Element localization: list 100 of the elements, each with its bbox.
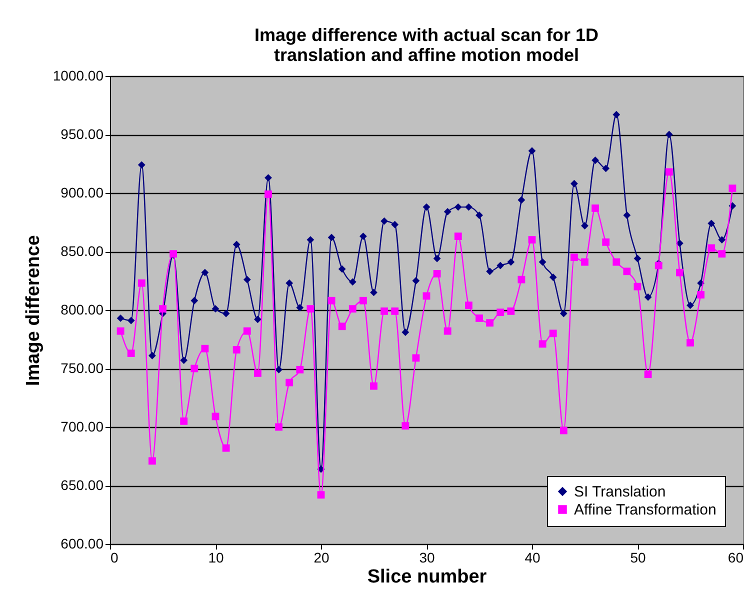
point xyxy=(412,277,420,284)
point xyxy=(254,369,262,377)
x-tick-label: 40 xyxy=(524,550,540,566)
point xyxy=(676,240,684,248)
point xyxy=(328,234,336,242)
point xyxy=(454,203,462,211)
point xyxy=(665,168,673,176)
point xyxy=(612,110,620,118)
point xyxy=(127,350,135,357)
point xyxy=(476,314,483,322)
point xyxy=(570,254,578,262)
point xyxy=(549,274,557,281)
point xyxy=(412,354,420,362)
point xyxy=(538,258,546,266)
point xyxy=(676,268,684,276)
x-tick-label: 30 xyxy=(419,550,435,566)
point xyxy=(570,180,578,188)
x-tick-label: 10 xyxy=(208,550,224,566)
point xyxy=(264,174,272,182)
point xyxy=(380,307,388,315)
point xyxy=(728,184,736,192)
point xyxy=(612,258,620,266)
point xyxy=(644,293,652,301)
point xyxy=(592,204,600,212)
legend-label: Affine Transformation xyxy=(574,502,716,518)
point xyxy=(422,203,430,211)
point xyxy=(190,296,198,304)
point xyxy=(370,382,378,390)
point xyxy=(560,310,568,318)
point xyxy=(507,258,515,266)
point xyxy=(444,208,452,216)
point xyxy=(243,276,251,284)
point xyxy=(296,366,304,374)
point xyxy=(127,316,135,324)
point xyxy=(254,316,262,324)
point xyxy=(180,417,188,425)
point xyxy=(444,327,452,335)
x-tick-label: 50 xyxy=(630,550,646,566)
point xyxy=(718,250,726,258)
y-tick-label: 800.00 xyxy=(60,302,104,318)
point xyxy=(116,314,124,322)
point xyxy=(476,212,483,219)
point xyxy=(718,236,726,244)
y-axis-title: Image difference xyxy=(22,235,44,386)
point xyxy=(138,161,146,169)
point xyxy=(243,327,251,335)
point xyxy=(348,305,356,313)
y-tick-label: 750.00 xyxy=(60,360,104,376)
point xyxy=(464,203,472,211)
point xyxy=(286,279,294,287)
point xyxy=(496,308,504,316)
point xyxy=(528,147,536,155)
point xyxy=(634,282,642,290)
point xyxy=(338,322,346,330)
point xyxy=(275,423,283,431)
y-tick-label: 950.00 xyxy=(60,126,104,142)
point xyxy=(581,258,588,266)
point xyxy=(402,422,410,430)
point xyxy=(665,130,673,138)
point xyxy=(486,319,494,327)
point xyxy=(338,265,346,273)
point xyxy=(402,328,410,336)
point xyxy=(138,279,146,287)
point xyxy=(602,164,610,172)
point xyxy=(528,236,536,244)
point xyxy=(391,307,399,315)
point xyxy=(391,220,399,228)
point xyxy=(296,304,304,312)
point xyxy=(538,340,546,348)
point xyxy=(222,444,230,452)
chart-title: Image difference with actual scan for 1D translation and affine motion model xyxy=(254,25,599,65)
point xyxy=(212,305,220,313)
point xyxy=(496,262,504,270)
point xyxy=(380,217,388,225)
point xyxy=(148,352,156,360)
point xyxy=(370,288,378,296)
point xyxy=(686,339,694,346)
y-tick-label: 650.00 xyxy=(60,477,104,493)
point xyxy=(549,330,557,338)
point xyxy=(708,244,716,252)
point xyxy=(328,296,336,304)
point xyxy=(644,370,652,378)
point xyxy=(623,212,631,219)
point xyxy=(306,305,314,313)
point xyxy=(201,344,209,352)
x-tick-label: 20 xyxy=(314,550,330,566)
y-tick-label: 850.00 xyxy=(60,243,104,259)
point xyxy=(464,302,472,310)
point xyxy=(180,356,188,364)
point xyxy=(433,254,441,262)
point xyxy=(286,378,294,386)
x-tick-label: 60 xyxy=(728,550,744,566)
point xyxy=(602,238,610,246)
y-tick-label: 700.00 xyxy=(60,418,104,434)
legend-label: SI Translation xyxy=(574,484,666,500)
point xyxy=(159,305,166,313)
y-tick-label: 600.00 xyxy=(60,536,104,552)
point xyxy=(708,220,716,228)
point xyxy=(306,236,314,244)
y-tick-label: 1000.00 xyxy=(52,68,104,84)
